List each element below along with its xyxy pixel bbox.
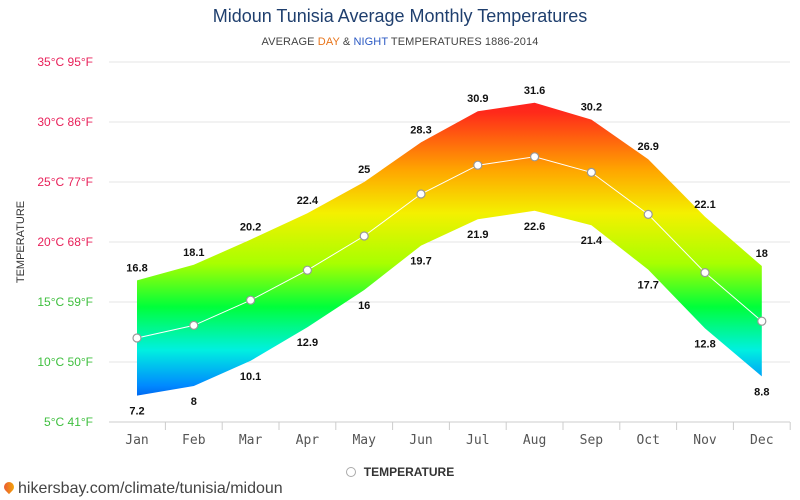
average-temperature-line (136, 156, 763, 339)
average-point[interactable] (586, 167, 597, 177)
day-temp-label: 31.6 (524, 85, 545, 97)
data-labels: 16.8 18.1 20.2 22.4 25 28.3 30.9 31.6 30.2 26.9 22… (126, 85, 769, 418)
legend-label: TEMPERATURE (363, 465, 455, 479)
x-tick-label: May (352, 433, 376, 448)
average-point[interactable] (132, 333, 142, 343)
day-temp-label: 25 (358, 164, 370, 176)
night-temp-label: 21.9 (467, 229, 488, 241)
night-temp-label: 22.6 (524, 221, 545, 233)
y-axis: 35°C 95°F 30°C 86°F 25°C 77°F 20°C 68°F 15°C… (37, 55, 93, 429)
x-tick-label: Dec (750, 433, 773, 448)
night-temp-label: 19.7 (410, 256, 431, 268)
night-temp-label: 10.1 (240, 371, 261, 383)
day-temp-label: 30.2 (581, 102, 602, 114)
average-point[interactable] (757, 316, 767, 326)
subtitle-night: NIGHT (353, 36, 388, 48)
y-tick-label: 5°C 41°F (44, 415, 93, 429)
x-tick-label: Jan (125, 433, 148, 448)
night-temp-label: 16 (358, 300, 370, 312)
x-tick-label: Feb (182, 433, 206, 448)
night-temp-label: 7.2 (129, 406, 144, 418)
day-temp-label: 16.8 (126, 262, 147, 274)
x-tick-label: Aug (523, 433, 546, 448)
subtitle-and: & (339, 36, 354, 48)
night-temp-label: 12.9 (297, 337, 318, 349)
day-temp-label: 22.1 (694, 199, 715, 211)
night-temp-label: 12.8 (694, 338, 715, 350)
legend-marker-icon (345, 467, 356, 477)
source-url: hikersbay.com/climate/tunisia/midoun (18, 480, 283, 497)
subtitle-prefix: AVERAGE (261, 36, 318, 48)
y-tick-label: 25°C 77°F (37, 175, 93, 189)
night-temp-label: 21.4 (581, 235, 603, 247)
x-tick-label: Jul (466, 433, 489, 448)
day-temp-label: 26.9 (637, 141, 658, 153)
average-point[interactable] (302, 265, 312, 275)
temperature-range-band (137, 102, 762, 396)
subtitle-suffix: TEMPERATURES 1886-2014 (387, 36, 539, 48)
x-tick-label: Mar (239, 433, 263, 448)
average-point[interactable] (473, 160, 483, 170)
average-point[interactable] (643, 209, 653, 219)
source-link[interactable]: hikersbay.com/climate/tunisia/midoun (1, 479, 283, 498)
average-point[interactable] (416, 189, 426, 199)
night-temp-label: 8.8 (754, 386, 769, 398)
chart-subtitle: AVERAGE DAY & NIGHT TEMPERATURES 1886-20… (0, 36, 800, 48)
average-point[interactable] (246, 295, 256, 305)
chart-title: Midoun Tunisia Average Monthly Temperatu… (212, 6, 588, 26)
day-temp-label: 30.9 (467, 93, 488, 105)
day-temp-label: 22.4 (297, 195, 319, 207)
x-tick-label: Oct (636, 433, 659, 448)
day-temp-label: 20.2 (240, 222, 261, 234)
day-temp-label: 18.1 (183, 247, 204, 259)
average-point[interactable] (189, 320, 199, 330)
y-axis-title: TEMPERATURE (15, 201, 27, 283)
x-tick-label: Nov (693, 433, 717, 448)
average-temperature-points (132, 152, 767, 343)
chart-legend[interactable]: TEMPERATURE (0, 465, 800, 479)
y-tick-label: 20°C 68°F (37, 235, 93, 249)
y-tick-label: 15°C 59°F (37, 295, 93, 309)
night-temp-label: 8 (191, 396, 197, 408)
y-tick-label: 35°C 95°F (37, 55, 93, 69)
x-tick-label: Jun (409, 433, 432, 448)
subtitle-day: DAY (317, 36, 340, 48)
average-point[interactable] (359, 231, 369, 241)
x-tick-label: Sep (580, 433, 604, 448)
x-axis: Jan Feb Mar Apr May Jun Jul Aug Sep Oct Nov Dec (109, 421, 791, 448)
average-point[interactable] (529, 152, 540, 162)
y-tick-label: 10°C 50°F (37, 355, 93, 369)
day-temp-label: 18 (756, 248, 768, 260)
day-temp-label: 28.3 (410, 124, 431, 136)
location-pin-icon (1, 479, 17, 495)
average-point[interactable] (700, 268, 710, 278)
y-tick-label: 30°C 86°F (37, 115, 93, 129)
x-tick-label: Apr (296, 433, 320, 448)
night-temp-label: 17.7 (637, 280, 658, 292)
